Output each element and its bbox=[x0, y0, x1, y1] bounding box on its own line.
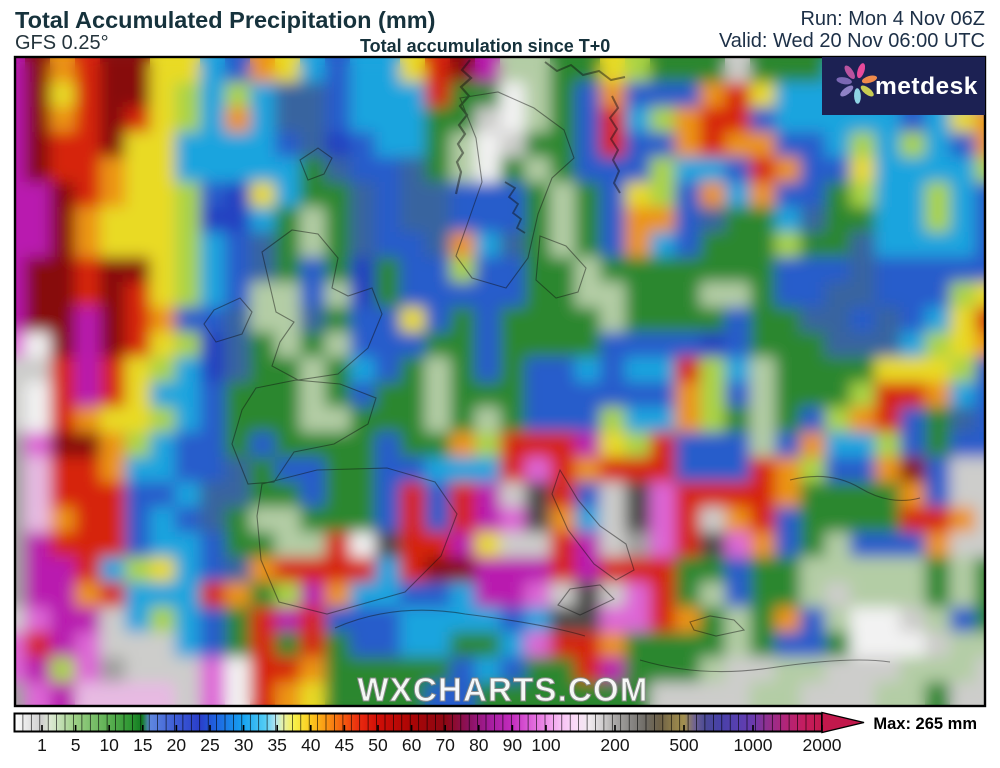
svg-text:80: 80 bbox=[469, 735, 489, 755]
svg-text:1: 1 bbox=[37, 735, 47, 755]
svg-text:15: 15 bbox=[133, 735, 152, 755]
svg-text:40: 40 bbox=[301, 735, 321, 755]
svg-text:WXCHARTS.COM: WXCHARTS.COM bbox=[357, 671, 648, 708]
svg-text:50: 50 bbox=[368, 735, 388, 755]
svg-text:45: 45 bbox=[335, 735, 354, 755]
svg-text:20: 20 bbox=[167, 735, 187, 755]
svg-text:5: 5 bbox=[71, 735, 81, 755]
svg-text:30: 30 bbox=[234, 735, 254, 755]
svg-text:25: 25 bbox=[200, 735, 219, 755]
svg-text:70: 70 bbox=[435, 735, 455, 755]
svg-text:60: 60 bbox=[402, 735, 422, 755]
svg-text:2000: 2000 bbox=[803, 735, 842, 755]
svg-text:90: 90 bbox=[503, 735, 523, 755]
svg-text:500: 500 bbox=[669, 735, 698, 755]
svg-text:Max: 265 mm: Max: 265 mm bbox=[873, 715, 977, 733]
svg-text:100: 100 bbox=[531, 735, 560, 755]
svg-text:200: 200 bbox=[600, 735, 629, 755]
svg-text:1000: 1000 bbox=[734, 735, 773, 755]
svg-text:metdesk: metdesk bbox=[875, 73, 978, 100]
svg-text:10: 10 bbox=[99, 735, 119, 755]
svg-text:35: 35 bbox=[267, 735, 286, 755]
